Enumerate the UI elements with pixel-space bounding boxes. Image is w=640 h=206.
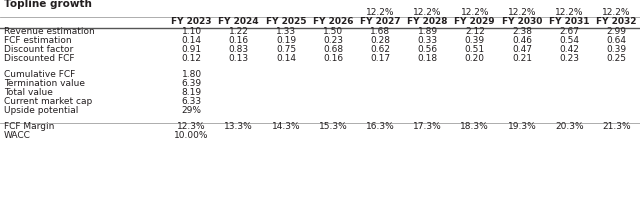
Text: WACC: WACC — [4, 131, 31, 140]
Text: FCF Margin: FCF Margin — [4, 122, 54, 131]
Text: FY 2032: FY 2032 — [596, 17, 637, 26]
Text: 0.68: 0.68 — [323, 45, 343, 54]
Text: 2.99: 2.99 — [607, 27, 627, 36]
Text: 1.68: 1.68 — [371, 27, 390, 36]
Text: 17.3%: 17.3% — [413, 122, 442, 131]
Text: FY 2028: FY 2028 — [407, 17, 448, 26]
Text: 2.38: 2.38 — [512, 27, 532, 36]
Text: 0.91: 0.91 — [182, 45, 202, 54]
Text: 16.3%: 16.3% — [366, 122, 395, 131]
Text: 12.2%: 12.2% — [366, 8, 395, 17]
Text: 14.3%: 14.3% — [272, 122, 300, 131]
Text: 0.56: 0.56 — [417, 45, 438, 54]
Text: FCF estimation: FCF estimation — [4, 36, 72, 45]
Text: 13.3%: 13.3% — [225, 122, 253, 131]
Text: 0.39: 0.39 — [465, 36, 485, 45]
Text: 0.28: 0.28 — [371, 36, 390, 45]
Text: 1.22: 1.22 — [229, 27, 249, 36]
Text: 0.23: 0.23 — [559, 54, 579, 63]
Text: 0.46: 0.46 — [512, 36, 532, 45]
Text: 12.2%: 12.2% — [413, 8, 442, 17]
Text: 0.39: 0.39 — [606, 45, 627, 54]
Text: 0.14: 0.14 — [276, 54, 296, 63]
Text: 0.42: 0.42 — [559, 45, 579, 54]
Text: 21.3%: 21.3% — [602, 122, 630, 131]
Text: Discounted FCF: Discounted FCF — [4, 54, 74, 63]
Text: 18.3%: 18.3% — [460, 122, 489, 131]
Text: Upside potential: Upside potential — [4, 106, 78, 115]
Text: 0.51: 0.51 — [465, 45, 485, 54]
Text: Revenue estimation: Revenue estimation — [4, 27, 95, 36]
Text: 1.80: 1.80 — [182, 70, 202, 79]
Text: Cumulative FCF: Cumulative FCF — [4, 70, 76, 79]
Text: 0.54: 0.54 — [559, 36, 579, 45]
Text: 12.3%: 12.3% — [177, 122, 206, 131]
Text: 0.19: 0.19 — [276, 36, 296, 45]
Text: FY 2027: FY 2027 — [360, 17, 401, 26]
Text: 0.12: 0.12 — [182, 54, 202, 63]
Text: 1.50: 1.50 — [323, 27, 343, 36]
Text: 0.14: 0.14 — [182, 36, 202, 45]
Text: 0.47: 0.47 — [512, 45, 532, 54]
Text: 0.21: 0.21 — [512, 54, 532, 63]
Text: Total value: Total value — [4, 88, 53, 97]
Text: 12.2%: 12.2% — [508, 8, 536, 17]
Text: 12.2%: 12.2% — [461, 8, 489, 17]
Text: 0.25: 0.25 — [607, 54, 627, 63]
Text: Topline growth: Topline growth — [4, 0, 92, 9]
Text: 0.16: 0.16 — [228, 36, 249, 45]
Text: FY 2031: FY 2031 — [549, 17, 589, 26]
Text: 0.83: 0.83 — [228, 45, 249, 54]
Text: 0.62: 0.62 — [371, 45, 390, 54]
Text: 0.17: 0.17 — [371, 54, 390, 63]
Text: 1.33: 1.33 — [276, 27, 296, 36]
Text: 6.33: 6.33 — [182, 97, 202, 106]
Text: 15.3%: 15.3% — [319, 122, 348, 131]
Text: 0.13: 0.13 — [228, 54, 249, 63]
Text: 12.2%: 12.2% — [602, 8, 630, 17]
Text: FY 2030: FY 2030 — [502, 17, 542, 26]
Text: 8.19: 8.19 — [182, 88, 202, 97]
Text: 0.23: 0.23 — [323, 36, 343, 45]
Text: FY 2025: FY 2025 — [266, 17, 307, 26]
Text: 0.18: 0.18 — [417, 54, 438, 63]
Text: 10.00%: 10.00% — [174, 131, 209, 140]
Text: 1.10: 1.10 — [182, 27, 202, 36]
Text: 29%: 29% — [182, 106, 202, 115]
Text: 0.20: 0.20 — [465, 54, 485, 63]
Text: FY 2026: FY 2026 — [313, 17, 353, 26]
Text: 2.12: 2.12 — [465, 27, 484, 36]
Text: 19.3%: 19.3% — [508, 122, 536, 131]
Text: 2.67: 2.67 — [559, 27, 579, 36]
Text: FY 2023: FY 2023 — [172, 17, 212, 26]
Text: 6.39: 6.39 — [182, 79, 202, 88]
Text: Discount factor: Discount factor — [4, 45, 73, 54]
Text: 0.16: 0.16 — [323, 54, 343, 63]
Text: 12.2%: 12.2% — [555, 8, 584, 17]
Text: FY 2029: FY 2029 — [454, 17, 495, 26]
Text: 0.64: 0.64 — [607, 36, 627, 45]
Text: 20.3%: 20.3% — [555, 122, 584, 131]
Text: Current market cap: Current market cap — [4, 97, 92, 106]
Text: 1.89: 1.89 — [417, 27, 438, 36]
Text: Termination value: Termination value — [4, 79, 85, 88]
Text: 0.33: 0.33 — [417, 36, 438, 45]
Text: 0.75: 0.75 — [276, 45, 296, 54]
Text: FY 2024: FY 2024 — [218, 17, 259, 26]
